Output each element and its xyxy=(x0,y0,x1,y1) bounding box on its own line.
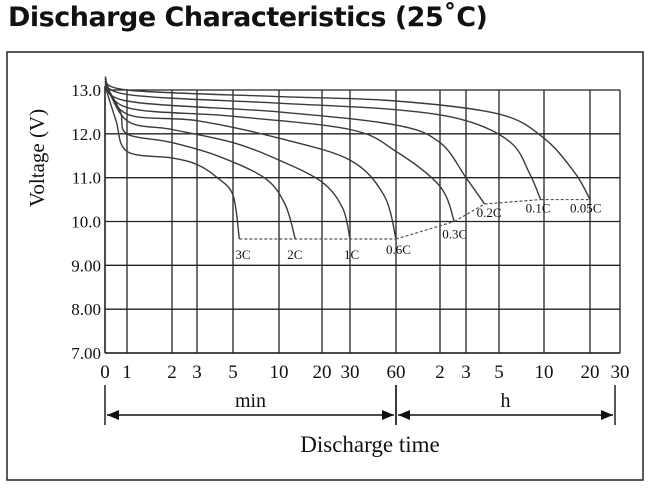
x-tick-label: 20 xyxy=(313,362,332,383)
grid-lines xyxy=(104,86,621,354)
range-arrowhead xyxy=(382,410,394,420)
range-unit-label: min xyxy=(235,390,266,412)
y-tick-label: 8.00 xyxy=(71,300,101,319)
series-line-0_05C xyxy=(104,76,591,200)
series-label: 0.3C xyxy=(442,227,467,242)
series-line-0_1C xyxy=(104,76,542,200)
x-tick-label: 2 xyxy=(435,362,445,383)
y-tick-label: 10.0 xyxy=(71,213,101,232)
x-tick-labels: 0 1 2 3 5 10 20 30 60 2 3 5 10 20 30 xyxy=(100,362,629,383)
y-axis-label: Voltage (V) xyxy=(25,109,49,207)
series-line-0_3C xyxy=(104,78,455,222)
series-label: 0.05C xyxy=(570,201,601,216)
series-label: 0.2C xyxy=(477,205,502,220)
range-arrowhead xyxy=(601,410,613,420)
range-arrowhead xyxy=(107,410,119,420)
chart-frame xyxy=(6,51,644,481)
y-tick-label: 13.0 xyxy=(71,81,101,100)
y-tick-label: 9.00 xyxy=(71,256,101,275)
series-line-1C xyxy=(104,80,351,240)
unit-ranges: min h xyxy=(104,385,616,425)
x-tick-label: 0 xyxy=(100,362,110,383)
x-tick-label: 30 xyxy=(341,362,360,383)
y-tick-label: 12.0 xyxy=(71,125,101,144)
x-tick-label: 1 xyxy=(122,362,132,383)
cutoff-line xyxy=(395,220,455,240)
cutoff-line xyxy=(484,198,541,205)
x-tick-label: 10 xyxy=(270,362,289,383)
x-tick-label: 2 xyxy=(167,362,177,383)
cutoff-lines xyxy=(239,198,590,240)
series-line-3C xyxy=(104,85,240,240)
y-tick-label: 11.0 xyxy=(72,169,101,188)
cutoff-line xyxy=(454,203,485,223)
series-label: 2C xyxy=(287,247,302,262)
x-tick-label: 20 xyxy=(581,362,600,383)
series-label: 0.1C xyxy=(526,201,551,216)
x-tick-label: 10 xyxy=(535,362,554,383)
series-line-0_2C xyxy=(104,78,486,205)
series-label: 0.6C xyxy=(386,242,411,257)
range-unit-label: h xyxy=(501,390,511,412)
x-tick-label: 60 xyxy=(387,362,406,383)
range-arrowhead xyxy=(398,410,410,420)
x-tick-label: 3 xyxy=(192,362,202,383)
x-tick-label: 5 xyxy=(228,362,238,383)
series-curves xyxy=(104,76,591,240)
page-title: Discharge Characteristics (25˚C) xyxy=(8,2,488,33)
x-axis-label: Discharge time xyxy=(300,432,439,457)
series-label: 1C xyxy=(344,247,359,262)
x-tick-label: 3 xyxy=(461,362,471,383)
series-labels: 3C 2C 1C 0.6C 0.3C 0.2C 0.1C 0.05C xyxy=(235,201,601,262)
series-line-0_6C xyxy=(104,80,397,240)
y-tick-label: 7.00 xyxy=(71,344,101,363)
series-label: 3C xyxy=(235,247,250,262)
y-tick-labels: 13.0 12.0 11.0 10.0 9.00 8.00 7.00 xyxy=(71,81,101,363)
x-tick-label: 5 xyxy=(494,362,504,383)
x-tick-label: 30 xyxy=(611,362,630,383)
